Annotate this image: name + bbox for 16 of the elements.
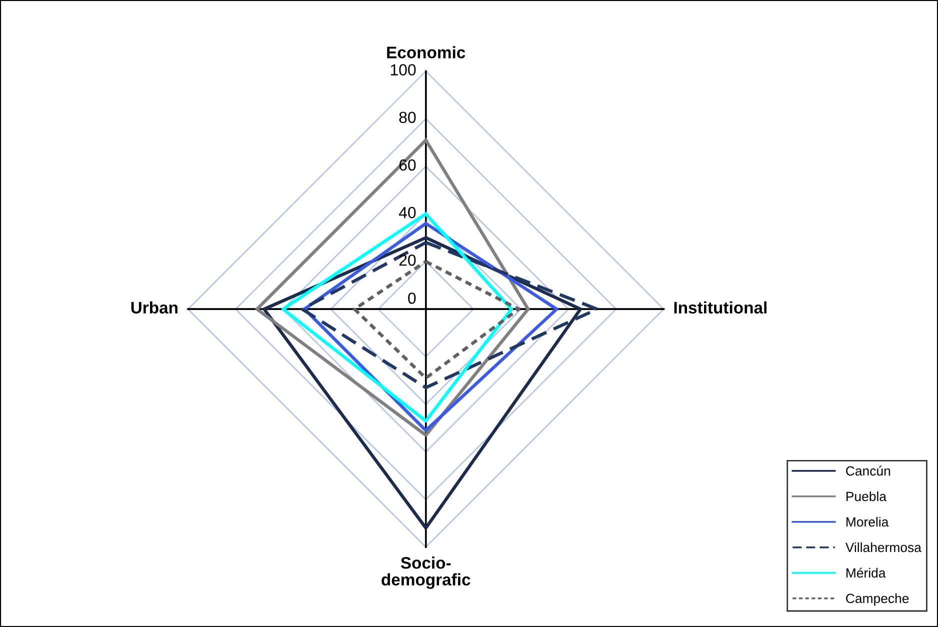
legend-label: Mérida [846, 568, 886, 578]
y-tick-label: 0 [408, 292, 416, 304]
legend-label: Campeche [846, 593, 909, 606]
legend-label: Cancún [846, 466, 890, 476]
y-tick-label: 20 [399, 254, 416, 266]
legend-label: Morelia [846, 516, 889, 527]
y-tick-label: 80 [399, 112, 416, 124]
legend-label: Villahermosa [845, 542, 922, 552]
y-tick-label: 100 [390, 64, 416, 76]
y-tick-label: 40 [398, 206, 416, 218]
spoke-label: Socio- demografic [382, 556, 470, 589]
y-tick-label: 60 [399, 159, 416, 171]
spoke-label: Urban [131, 301, 178, 314]
legend-label: Puebla [846, 491, 886, 502]
spoke-label: Institutional [674, 301, 766, 314]
spoke-label: Economic [387, 46, 466, 58]
